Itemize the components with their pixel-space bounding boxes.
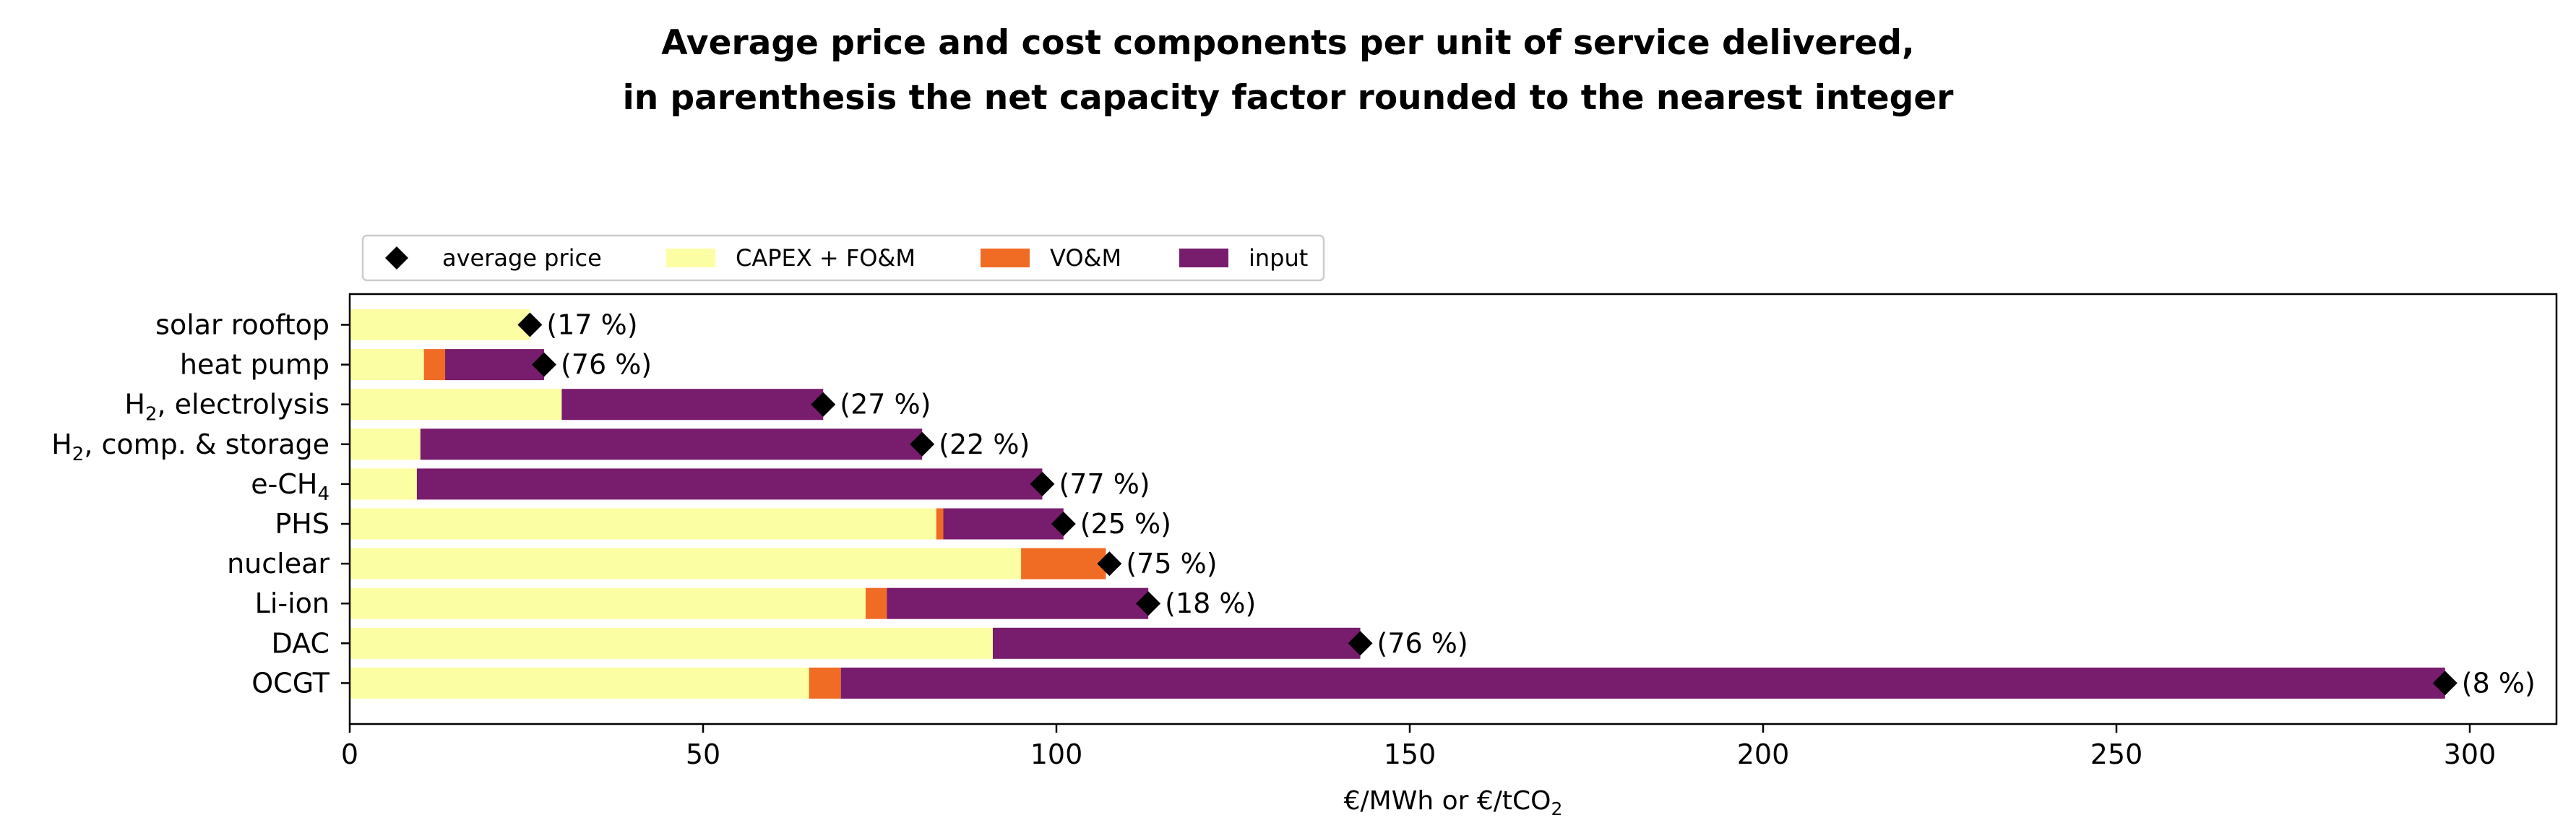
bar-capex-fo-m-4 xyxy=(350,468,417,500)
bar-capex-fo-m-3 xyxy=(350,428,421,460)
x-tick-label-0: 0 xyxy=(341,738,358,770)
bar-vo-m-6 xyxy=(1021,548,1106,579)
bar-capex-fo-m-7 xyxy=(350,587,866,619)
capacity-factor-labels: (17 %) (76 %) (27 %)(22 %) (77 %) (25 %) (75 … xyxy=(546,309,2535,699)
average-price-marker-5 xyxy=(1051,512,1076,536)
legend-average-price-swatch xyxy=(385,246,408,270)
capacity-factor-label-1: (76 %) xyxy=(561,349,652,381)
average-price-marker-4 xyxy=(1030,471,1055,496)
average-price-marker-6 xyxy=(1097,551,1122,577)
y-tick-label-0: solar rooftop xyxy=(155,309,329,341)
x-tick-label-6: 300 xyxy=(2444,738,2497,770)
bars-layer xyxy=(350,309,2445,699)
y-tick-label-3: H2, comp. & storage xyxy=(51,428,329,465)
chart-title-line2: in parenthesis the net capacity factor r… xyxy=(622,78,1954,118)
legend-label-1: CAPEX + FO&M xyxy=(736,244,916,272)
average-price-marker-9 xyxy=(2432,671,2457,696)
bar-capex-fo-m-9 xyxy=(350,667,809,699)
average-price-marker-1 xyxy=(531,352,556,377)
capacity-factor-label-4: (77 %) xyxy=(1059,468,1150,500)
bar-input-5 xyxy=(943,508,1064,540)
legend-label-0: average price xyxy=(442,244,602,272)
x-axis-label: €/MWh or €/tCO2 xyxy=(1344,786,1563,819)
y-axis: solar rooftop heat pump H2, electrolysisH2… xyxy=(51,309,350,699)
bar-input-2 xyxy=(561,389,824,421)
legend-label-3: input xyxy=(1249,244,1308,272)
x-tick-label-5: 250 xyxy=(2090,738,2143,770)
average-price-marker-2 xyxy=(811,392,836,417)
bar-capex-fo-m-6 xyxy=(350,548,1022,579)
capacity-factor-label-7: (18 %) xyxy=(1165,587,1256,619)
legend-swatch-3 xyxy=(1179,249,1228,267)
bar-input-1 xyxy=(445,349,544,381)
bar-capex-fo-m-0 xyxy=(350,309,530,340)
markers-layer xyxy=(517,312,2457,696)
y-tick-label-4: e-CH4 xyxy=(251,468,329,505)
y-tick-label-6: nuclear xyxy=(227,548,329,579)
x-axis: 0 50 100 150 200 250 300 xyxy=(341,724,2496,770)
capacity-factor-label-8: (76 %) xyxy=(1377,627,1468,659)
average-price-marker-7 xyxy=(1136,591,1161,616)
bar-input-3 xyxy=(420,428,923,460)
bar-capex-fo-m-1 xyxy=(350,349,424,381)
capacity-factor-label-6: (75 %) xyxy=(1126,548,1217,579)
chart-title-line1: Average price and cost components per un… xyxy=(661,23,1915,63)
capacity-factor-label-5: (25 %) xyxy=(1080,508,1171,540)
legend-swatch-1 xyxy=(666,249,715,267)
bar-capex-fo-m-8 xyxy=(350,627,993,659)
capacity-factor-label-3: (22 %) xyxy=(939,428,1030,460)
bar-vo-m-1 xyxy=(423,349,446,381)
chart-title: Average price and cost components per un… xyxy=(0,16,2576,126)
y-tick-label-8: DAC xyxy=(272,627,329,659)
bar-input-4 xyxy=(416,468,1043,500)
y-tick-label-7: Li-ion xyxy=(255,587,329,619)
average-price-marker-0 xyxy=(517,312,543,337)
bar-capex-fo-m-5 xyxy=(350,508,936,540)
bar-vo-m-9 xyxy=(809,667,841,699)
x-tick-label-4: 200 xyxy=(1737,738,1790,770)
y-tick-label-9: OCGT xyxy=(251,667,330,699)
bar-vo-m-7 xyxy=(865,587,887,619)
legend: average price CAPEX + FO&M VO&M input xyxy=(361,234,1325,282)
capacity-factor-label-2: (27 %) xyxy=(840,389,931,421)
y-tick-label-2: H2, electrolysis xyxy=(124,389,329,426)
x-tick-label-2: 100 xyxy=(1030,738,1083,770)
y-tick-label-1: heat pump xyxy=(180,349,329,381)
legend-swatch-2 xyxy=(981,249,1030,267)
bar-vo-m-5 xyxy=(936,508,944,540)
bar-capex-fo-m-2 xyxy=(350,389,562,421)
legend-box xyxy=(361,234,1325,282)
capacity-factor-label-0: (17 %) xyxy=(546,309,637,341)
capacity-factor-label-9: (8 %) xyxy=(2462,667,2536,699)
average-price-marker-8 xyxy=(1348,631,1373,656)
x-tick-label-3: 150 xyxy=(1384,738,1436,770)
bar-input-7 xyxy=(887,587,1149,619)
legend-label-2: VO&M xyxy=(1050,244,1121,272)
x-tick-label-1: 50 xyxy=(686,738,720,770)
plot-frame xyxy=(348,293,2558,725)
bar-input-9 xyxy=(840,667,2445,699)
average-price-marker-3 xyxy=(910,431,935,457)
y-tick-label-5: PHS xyxy=(275,508,329,540)
bar-input-8 xyxy=(992,627,1361,659)
